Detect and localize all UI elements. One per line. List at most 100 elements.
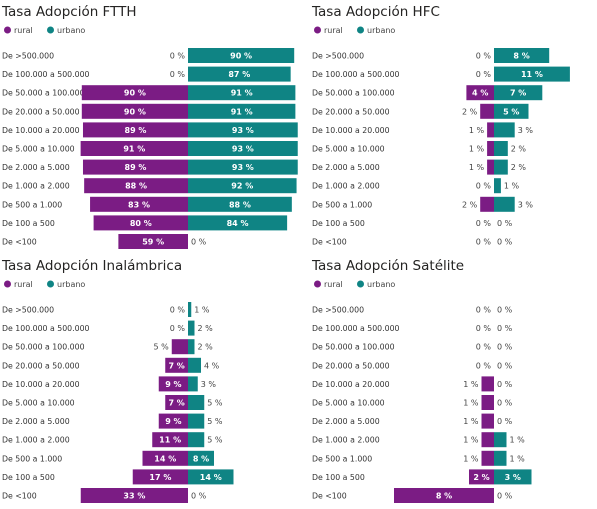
data-label-rural: 1 % <box>463 417 479 426</box>
category-label: De <100 <box>312 238 347 247</box>
data-label-urbano: 8 % <box>513 52 529 61</box>
data-label-rural: 7 % <box>168 399 184 408</box>
bar-urbano <box>494 66 570 82</box>
category-row: De 100.000 a 500.000 0 % 11 % <box>312 66 570 82</box>
chart-0: Tasa Adopción FTTH rural urbano De >500.000… <box>1 4 298 249</box>
chart-title: Tasa Adopción Inalámbrica <box>1 258 182 274</box>
category-label: De 10.000 a 20.000 <box>2 126 80 135</box>
data-label-urbano: 93 % <box>232 145 254 154</box>
category-label: De 2.000 a 5.000 <box>2 417 70 426</box>
chart-title: Tasa Adopción FTTH <box>1 4 137 20</box>
category-label: De <100 <box>2 492 37 501</box>
bar-urbano <box>188 432 205 448</box>
category-label: De >500.000 <box>2 52 54 61</box>
data-label-rural: 4 % <box>472 89 488 98</box>
data-label-rural: 80 % <box>130 219 152 228</box>
bar-rural <box>394 488 494 503</box>
bar-urbano <box>188 196 292 212</box>
category-row: De 10.000 a 20.000 9 % 3 % <box>2 376 217 392</box>
legend: rural urbano <box>314 26 395 35</box>
bar-rural <box>81 103 188 119</box>
data-label-rural: 88 % <box>125 182 147 191</box>
bar-urbano <box>494 432 507 448</box>
data-label-urbano: 84 % <box>227 219 249 228</box>
legend: rural urbano <box>4 280 85 289</box>
bar-rural <box>171 339 188 355</box>
category-row: De 20.000 a 50.000 90 % 91 % <box>2 103 296 119</box>
bar-rural <box>82 159 188 175</box>
bar-rural <box>481 413 494 429</box>
category-row: De 50.000 a 100.000 0 % 0 % <box>312 343 513 352</box>
category-row: De <100 0 % 0 % <box>312 238 513 247</box>
category-label: De <100 <box>312 492 347 501</box>
category-label: De 2.000 a 5.000 <box>2 163 70 172</box>
legend-label-rural: rural <box>324 280 343 289</box>
category-label: De <100 <box>2 238 37 247</box>
data-label-rural: 11 % <box>159 436 181 445</box>
bar-urbano <box>188 122 298 138</box>
category-label: De 1.000 a 2.000 <box>2 182 70 191</box>
category-label: De 5.000 a 10.000 <box>2 399 75 408</box>
bar-urbano <box>188 85 296 101</box>
category-label: De 50.000 a 100.000 <box>312 89 395 98</box>
data-label-urbano: 0 % <box>191 238 207 247</box>
category-row: De 2.000 a 5.000 1 % 2 % <box>312 159 526 175</box>
category-label: De 100 a 500 <box>312 219 365 228</box>
category-label: De 50.000 a 100.000 <box>2 343 85 352</box>
data-label-rural: 0 % <box>476 219 492 228</box>
category-label: De 50.000 a 100.000 <box>312 343 395 352</box>
data-label-urbano: 3 % <box>505 473 521 482</box>
data-label-rural: 2 % <box>473 473 489 482</box>
bar-urbano <box>188 413 205 429</box>
category-row: De >500.000 0 % 8 % <box>312 48 550 63</box>
bar-urbano <box>188 450 214 466</box>
bar-urbano <box>494 159 508 175</box>
data-label-rural: 7 % <box>168 361 184 370</box>
bar-rural <box>80 488 188 503</box>
bar-urbano <box>188 357 201 373</box>
category-row: De <100 33 % 0 % <box>2 488 207 503</box>
category-label: De 20.000 a 50.000 <box>2 107 80 116</box>
bar-rural <box>480 103 494 119</box>
data-label-urbano: 87 % <box>228 70 250 79</box>
category-row: De >500.000 0 % 90 % <box>2 48 295 63</box>
data-label-urbano: 4 % <box>204 361 220 370</box>
data-label-urbano: 0 % <box>497 492 513 501</box>
category-label: De 100 a 500 <box>312 473 365 482</box>
legend: rural urbano <box>314 280 395 289</box>
legend-label-rural: rural <box>324 26 343 35</box>
data-label-rural: 89 % <box>125 163 147 172</box>
category-row: De <100 8 % 0 % <box>312 488 513 503</box>
chart-2: Tasa Adopción Inalámbrica rural urbano De >… <box>1 258 234 503</box>
bar-rural <box>481 376 494 392</box>
category-row: De 1.000 a 2.000 0 % 1 % <box>312 178 520 194</box>
data-label-urbano: 2 % <box>511 145 527 154</box>
category-row: De 50.000 a 100.000 90 % 91 % <box>2 85 296 101</box>
legend-marker-urbano <box>47 26 54 34</box>
data-label-rural: 14 % <box>154 454 176 463</box>
category-row: De 10.000 a 20.000 1 % 0 % <box>312 376 513 392</box>
data-label-urbano: 8 % <box>193 454 209 463</box>
category-label: De 100.000 a 500.000 <box>312 324 400 333</box>
data-label-rural: 0 % <box>476 70 492 79</box>
category-label: De 20.000 a 50.000 <box>2 361 80 370</box>
data-label-urbano: 91 % <box>231 107 253 116</box>
data-label-urbano: 7 % <box>510 89 526 98</box>
data-label-urbano: 3 % <box>201 380 217 389</box>
bar-rural <box>487 159 494 175</box>
category-row: De 100.000 a 500.000 0 % 0 % <box>312 324 513 333</box>
category-label: De 20.000 a 50.000 <box>312 107 390 116</box>
legend-label-rural: rural <box>14 280 33 289</box>
category-label: De 100 a 500 <box>2 473 55 482</box>
category-label: De 50.000 a 100.000 <box>2 89 85 98</box>
data-label-urbano: 0 % <box>497 238 513 247</box>
bar-urbano <box>494 178 501 194</box>
bar-urbano <box>494 196 515 212</box>
data-label-urbano: 88 % <box>229 200 251 209</box>
bar-urbano <box>188 376 198 392</box>
data-label-rural: 0 % <box>476 324 492 333</box>
category-label: De >500.000 <box>312 52 364 61</box>
category-row: De 5.000 a 10.000 1 % 2 % <box>312 141 526 156</box>
data-label-rural: 0 % <box>476 238 492 247</box>
data-label-rural: 1 % <box>463 399 479 408</box>
